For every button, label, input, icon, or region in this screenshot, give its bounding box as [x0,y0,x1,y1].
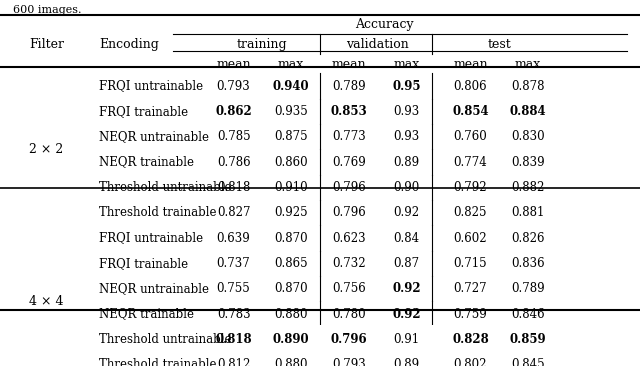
Text: max: max [278,59,305,71]
Text: 0.92: 0.92 [392,282,420,295]
Text: 0.639: 0.639 [217,232,250,244]
Text: 0.715: 0.715 [454,257,487,270]
Text: 0.827: 0.827 [217,206,250,219]
Text: max: max [515,59,541,71]
Text: 0.870: 0.870 [275,282,308,295]
Text: 0.870: 0.870 [275,232,308,244]
Text: 0.727: 0.727 [454,282,487,295]
Text: 0.910: 0.910 [275,181,308,194]
Text: 0.91: 0.91 [394,333,419,346]
Text: 0.783: 0.783 [217,307,250,321]
Text: 0.854: 0.854 [452,105,489,118]
Text: 0.875: 0.875 [275,130,308,143]
Text: 0.92: 0.92 [392,307,420,321]
Text: 0.940: 0.940 [273,79,310,93]
Text: Filter: Filter [29,38,64,51]
Text: Accuracy: Accuracy [355,18,413,31]
Text: 0.881: 0.881 [511,206,545,219]
Text: FRQI untrainable: FRQI untrainable [99,232,204,244]
Text: 0.737: 0.737 [217,257,250,270]
Text: 0.880: 0.880 [275,358,308,366]
Text: Threshold untrainable: Threshold untrainable [99,181,232,194]
Text: 0.818: 0.818 [215,333,252,346]
Text: 0.90: 0.90 [393,181,420,194]
Text: 0.89: 0.89 [394,358,419,366]
Text: 0.839: 0.839 [511,156,545,169]
Text: Encoding: Encoding [99,38,159,51]
Text: 0.860: 0.860 [275,156,308,169]
Text: 0.846: 0.846 [511,307,545,321]
Text: 0.830: 0.830 [511,130,545,143]
Text: NEQR untrainable: NEQR untrainable [99,130,209,143]
Text: 4 × 4: 4 × 4 [29,295,63,308]
Text: 0.935: 0.935 [275,105,308,118]
Text: test: test [487,38,511,51]
Text: 0.836: 0.836 [511,257,545,270]
Text: 0.826: 0.826 [511,232,545,244]
Text: 0.890: 0.890 [273,333,310,346]
Text: 0.732: 0.732 [332,257,365,270]
Text: 0.785: 0.785 [217,130,250,143]
Text: 0.802: 0.802 [454,358,487,366]
Text: 0.865: 0.865 [275,257,308,270]
Text: 0.789: 0.789 [511,282,545,295]
Text: 0.792: 0.792 [454,181,487,194]
Text: 0.789: 0.789 [332,79,365,93]
Text: 0.93: 0.93 [393,130,420,143]
Text: 0.786: 0.786 [217,156,250,169]
Text: 0.882: 0.882 [511,181,545,194]
Text: 0.878: 0.878 [511,79,545,93]
Text: mean: mean [453,59,488,71]
Text: 0.862: 0.862 [215,105,252,118]
Text: FRQI untrainable: FRQI untrainable [99,79,204,93]
Text: 0.780: 0.780 [332,307,365,321]
Text: 0.793: 0.793 [217,79,250,93]
Text: Threshold trainable: Threshold trainable [99,206,217,219]
Text: mean: mean [332,59,366,71]
Text: 0.756: 0.756 [332,282,365,295]
Text: 0.623: 0.623 [332,232,365,244]
Text: 0.602: 0.602 [454,232,487,244]
Text: 0.774: 0.774 [454,156,487,169]
Text: 0.95: 0.95 [392,79,420,93]
Text: 0.760: 0.760 [454,130,487,143]
Text: FRQI trainable: FRQI trainable [99,257,188,270]
Text: 0.759: 0.759 [454,307,487,321]
Text: NEQR untrainable: NEQR untrainable [99,282,209,295]
Text: max: max [393,59,420,71]
Text: 0.769: 0.769 [332,156,365,169]
Text: 0.755: 0.755 [217,282,250,295]
Text: 0.93: 0.93 [393,105,420,118]
Text: mean: mean [216,59,251,71]
Text: 0.880: 0.880 [275,307,308,321]
Text: 0.806: 0.806 [454,79,487,93]
Text: 0.845: 0.845 [511,358,545,366]
Text: 0.796: 0.796 [332,206,365,219]
Text: validation: validation [346,38,409,51]
Text: 2 × 2: 2 × 2 [29,143,63,156]
Text: NEQR trainable: NEQR trainable [99,307,194,321]
Text: 0.89: 0.89 [394,156,419,169]
Text: training: training [237,38,288,51]
Text: 0.812: 0.812 [217,358,250,366]
Text: 600 images.: 600 images. [13,5,81,15]
Text: 0.925: 0.925 [275,206,308,219]
Text: 0.87: 0.87 [394,257,419,270]
Text: 0.796: 0.796 [332,181,365,194]
Text: 0.825: 0.825 [454,206,487,219]
Text: Threshold untrainable: Threshold untrainable [99,333,232,346]
Text: 0.796: 0.796 [330,333,367,346]
Text: 0.793: 0.793 [332,358,365,366]
Text: 0.828: 0.828 [452,333,489,346]
Text: NEQR trainable: NEQR trainable [99,156,194,169]
Text: 0.92: 0.92 [394,206,419,219]
Text: 0.853: 0.853 [330,105,367,118]
Text: FRQI trainable: FRQI trainable [99,105,188,118]
Text: 0.818: 0.818 [217,181,250,194]
Text: 0.773: 0.773 [332,130,365,143]
Text: 0.859: 0.859 [509,333,547,346]
Text: 0.884: 0.884 [509,105,547,118]
Text: Threshold trainable: Threshold trainable [99,358,217,366]
Text: 0.84: 0.84 [394,232,419,244]
